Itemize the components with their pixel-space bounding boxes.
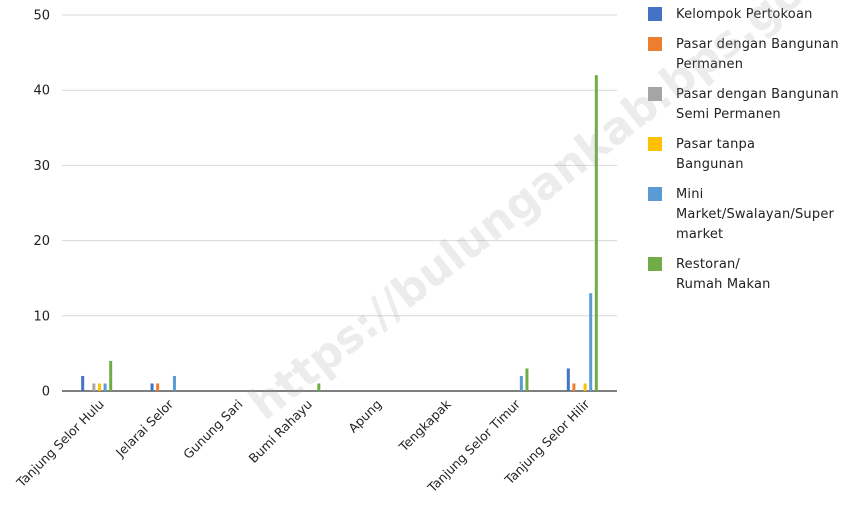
y-tick-label: 30	[33, 159, 50, 174]
bar	[589, 293, 593, 391]
legend-label: Permanen	[676, 57, 744, 72]
x-tick-label: Tengkapak	[395, 396, 454, 455]
x-tick-label: Jelarai Selor	[112, 396, 177, 461]
bar	[92, 383, 96, 391]
bar	[97, 383, 101, 391]
x-tick-label: Bumi Rahayu	[246, 397, 315, 466]
legend-swatch	[648, 87, 662, 101]
legend-label: Mini	[676, 187, 704, 202]
x-tick-label: Gunung Sari	[180, 397, 245, 462]
bar	[566, 368, 570, 391]
bar	[572, 383, 576, 391]
bars	[81, 75, 598, 391]
bar	[150, 383, 154, 391]
legend-item: Mini Market/Swalayan/Super market	[648, 185, 863, 245]
bar	[172, 375, 176, 391]
legend-label: Pasar dengan Bangunan	[676, 87, 839, 102]
legend-label: Market/Swalayan/Super	[676, 207, 835, 222]
legend-label: market	[676, 227, 724, 242]
bar	[525, 368, 529, 391]
y-tick-label: 50	[33, 9, 50, 24]
legend-swatch	[648, 257, 662, 271]
x-tick-label: Apung	[345, 397, 384, 436]
y-tick-label: 20	[33, 234, 50, 249]
y-tick-label: 40	[33, 84, 50, 99]
legend-swatch	[648, 37, 662, 51]
y-tick-label: 0	[42, 385, 50, 400]
bar	[81, 375, 85, 391]
legend: Kelompok Pertokoan Pasar dengan Bangunan P…	[648, 5, 863, 305]
bar	[519, 375, 523, 391]
legend-item: Restoran/Rumah Makan	[648, 255, 863, 295]
legend-label: Pasar dengan Bangunan	[676, 37, 839, 52]
legend-label: Rumah Makan	[676, 277, 771, 292]
gridlines	[62, 14, 617, 392]
bar	[103, 383, 107, 391]
legend-item: Pasar tanpa Bangunan	[648, 135, 863, 175]
legend-label: Semi Permanen	[676, 107, 781, 122]
x-tick-label: Tanjung Selor Hulu	[13, 397, 107, 491]
y-tick-label: 10	[33, 309, 50, 324]
x-axis-labels: Tanjung Selor Hulu Jelarai Selor Gunung Sa…	[13, 396, 593, 496]
legend-swatch	[648, 7, 662, 21]
y-axis-ticks: 0 10 20 30 40 50	[33, 9, 50, 400]
bar	[583, 383, 587, 391]
bar	[156, 383, 160, 391]
legend-item: Kelompok Pertokoan	[648, 5, 863, 25]
bar	[109, 360, 113, 391]
bar	[317, 383, 321, 391]
legend-label: Kelompok Pertokoan	[676, 7, 813, 22]
legend-item: Pasar dengan Bangunan Permanen	[648, 35, 863, 75]
legend-label: Restoran/	[676, 257, 741, 272]
legend-swatch	[648, 187, 662, 201]
legend-swatch	[648, 137, 662, 151]
bar	[594, 75, 598, 391]
legend-label: Pasar tanpa	[676, 137, 756, 152]
legend-item: Pasar dengan Bangunan Semi Permanen	[648, 85, 863, 125]
legend-label: Bangunan	[676, 157, 744, 172]
